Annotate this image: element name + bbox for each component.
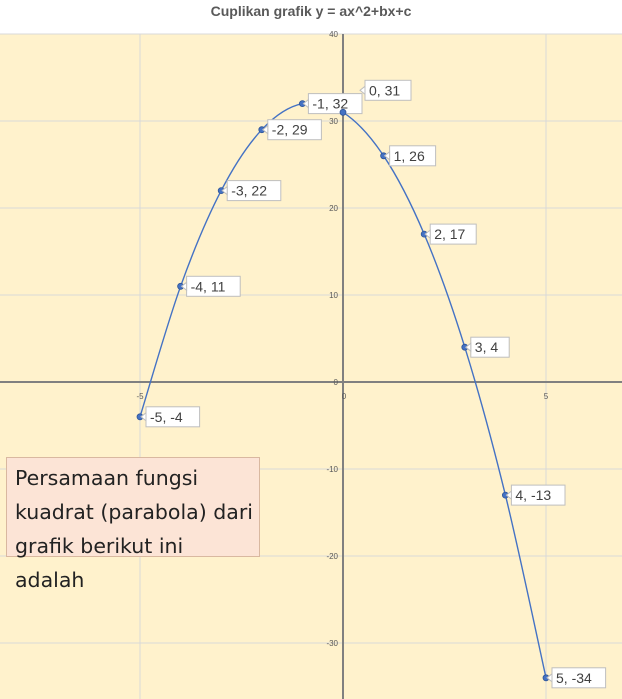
data-label: -2, 29 bbox=[272, 122, 308, 138]
data-label: 5, -34 bbox=[556, 670, 592, 686]
data-label: -5, -4 bbox=[150, 409, 183, 425]
data-label-pointer bbox=[505, 490, 512, 501]
series-line bbox=[139, 101, 547, 678]
data-label: 4, -13 bbox=[515, 487, 551, 503]
data-label-pointer bbox=[302, 98, 309, 109]
y-tick-label: 20 bbox=[329, 204, 338, 213]
y-tick-label: 40 bbox=[329, 30, 338, 39]
x-tick-label: -5 bbox=[136, 392, 144, 401]
x-tick-label: 0 bbox=[342, 392, 347, 401]
data-label: -4, 11 bbox=[191, 278, 226, 294]
data-label: 2, 17 bbox=[434, 226, 465, 242]
data-label-pointer bbox=[261, 124, 269, 135]
data-label-pointer bbox=[359, 85, 366, 96]
data-label-pointer bbox=[546, 672, 553, 683]
data-label-pointer bbox=[464, 342, 472, 353]
question-textbox: Persamaan fungsi kuadrat (parabola) dari… bbox=[6, 457, 260, 592]
x-tick-label: 5 bbox=[544, 392, 549, 401]
y-tick-label: -10 bbox=[326, 465, 338, 474]
y-tick-label: -30 bbox=[326, 639, 338, 648]
data-label: 1, 26 bbox=[394, 148, 425, 164]
chart-title: Cuplikan grafik y = ax^2+bx+c bbox=[210, 3, 412, 19]
data-label: -1, 32 bbox=[312, 96, 348, 112]
data-label-pointer bbox=[221, 185, 228, 196]
data-label-pointer bbox=[383, 150, 391, 161]
y-tick-label: 30 bbox=[329, 117, 338, 126]
y-tick-label: 10 bbox=[329, 291, 338, 300]
data-label: 0, 31 bbox=[369, 82, 400, 98]
data-label: -3, 22 bbox=[231, 183, 267, 199]
y-tick-label: 0 bbox=[334, 378, 339, 387]
data-label: 3, 4 bbox=[475, 339, 499, 355]
y-tick-label: -20 bbox=[326, 552, 338, 561]
data-label-pointer bbox=[424, 229, 431, 240]
plot-background bbox=[0, 34, 622, 699]
data-point-marker bbox=[339, 108, 347, 116]
data-label-pointer bbox=[140, 411, 147, 422]
data-label-pointer bbox=[180, 281, 188, 292]
